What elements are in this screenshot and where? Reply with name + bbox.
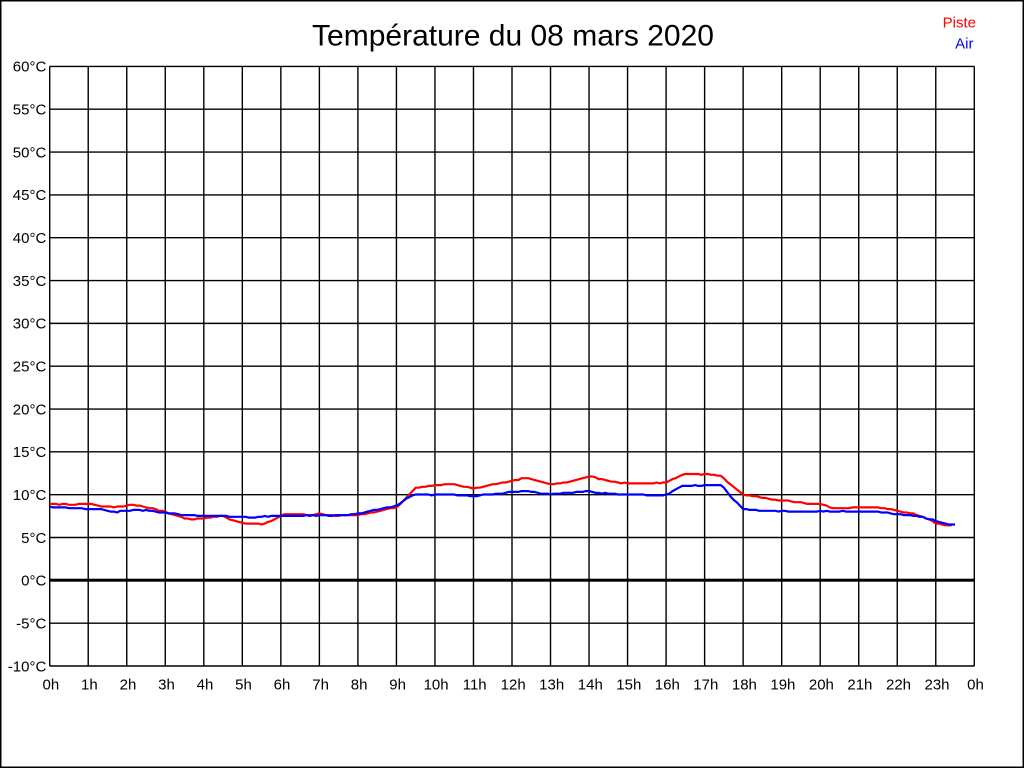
svg-text:40°C: 40°C: [13, 230, 47, 247]
svg-text:20h: 20h: [809, 677, 834, 694]
svg-text:15h: 15h: [616, 677, 641, 694]
svg-text:0h: 0h: [43, 677, 60, 694]
svg-text:0°C: 0°C: [21, 573, 46, 590]
svg-text:18h: 18h: [732, 677, 757, 694]
svg-text:-5°C: -5°C: [16, 616, 46, 633]
svg-text:6h: 6h: [274, 677, 291, 694]
svg-text:Air: Air: [955, 36, 973, 53]
svg-text:21h: 21h: [847, 677, 872, 694]
svg-text:9h: 9h: [389, 677, 406, 694]
svg-text:Température du 08 mars 2020: Température du 08 mars 2020: [312, 20, 714, 53]
svg-text:0h: 0h: [967, 677, 984, 694]
svg-text:5°C: 5°C: [21, 530, 46, 547]
svg-text:19h: 19h: [770, 677, 795, 694]
svg-text:10h: 10h: [424, 677, 449, 694]
svg-text:14h: 14h: [578, 677, 603, 694]
svg-text:15°C: 15°C: [13, 444, 47, 461]
svg-text:25°C: 25°C: [13, 359, 47, 376]
svg-text:16h: 16h: [655, 677, 680, 694]
svg-text:50°C: 50°C: [13, 144, 47, 161]
svg-text:10°C: 10°C: [13, 487, 47, 504]
svg-text:1h: 1h: [81, 677, 98, 694]
svg-text:11h: 11h: [463, 677, 487, 694]
svg-text:30°C: 30°C: [13, 316, 47, 333]
svg-text:4h: 4h: [197, 677, 214, 694]
svg-text:Piste: Piste: [943, 14, 976, 31]
svg-text:55°C: 55°C: [13, 102, 47, 119]
svg-text:2h: 2h: [120, 677, 137, 694]
svg-text:45°C: 45°C: [13, 187, 47, 204]
svg-text:5h: 5h: [235, 677, 252, 694]
svg-text:7h: 7h: [312, 677, 329, 694]
svg-text:20°C: 20°C: [13, 401, 47, 418]
svg-text:12h: 12h: [501, 677, 526, 694]
svg-text:-10°C: -10°C: [8, 658, 47, 675]
svg-text:3h: 3h: [158, 677, 175, 694]
svg-text:60°C: 60°C: [13, 59, 47, 76]
svg-text:17h: 17h: [693, 677, 718, 694]
svg-text:8h: 8h: [351, 677, 368, 694]
svg-text:35°C: 35°C: [13, 273, 47, 290]
svg-text:13h: 13h: [539, 677, 564, 694]
svg-text:23h: 23h: [924, 677, 949, 694]
svg-text:22h: 22h: [886, 677, 911, 694]
